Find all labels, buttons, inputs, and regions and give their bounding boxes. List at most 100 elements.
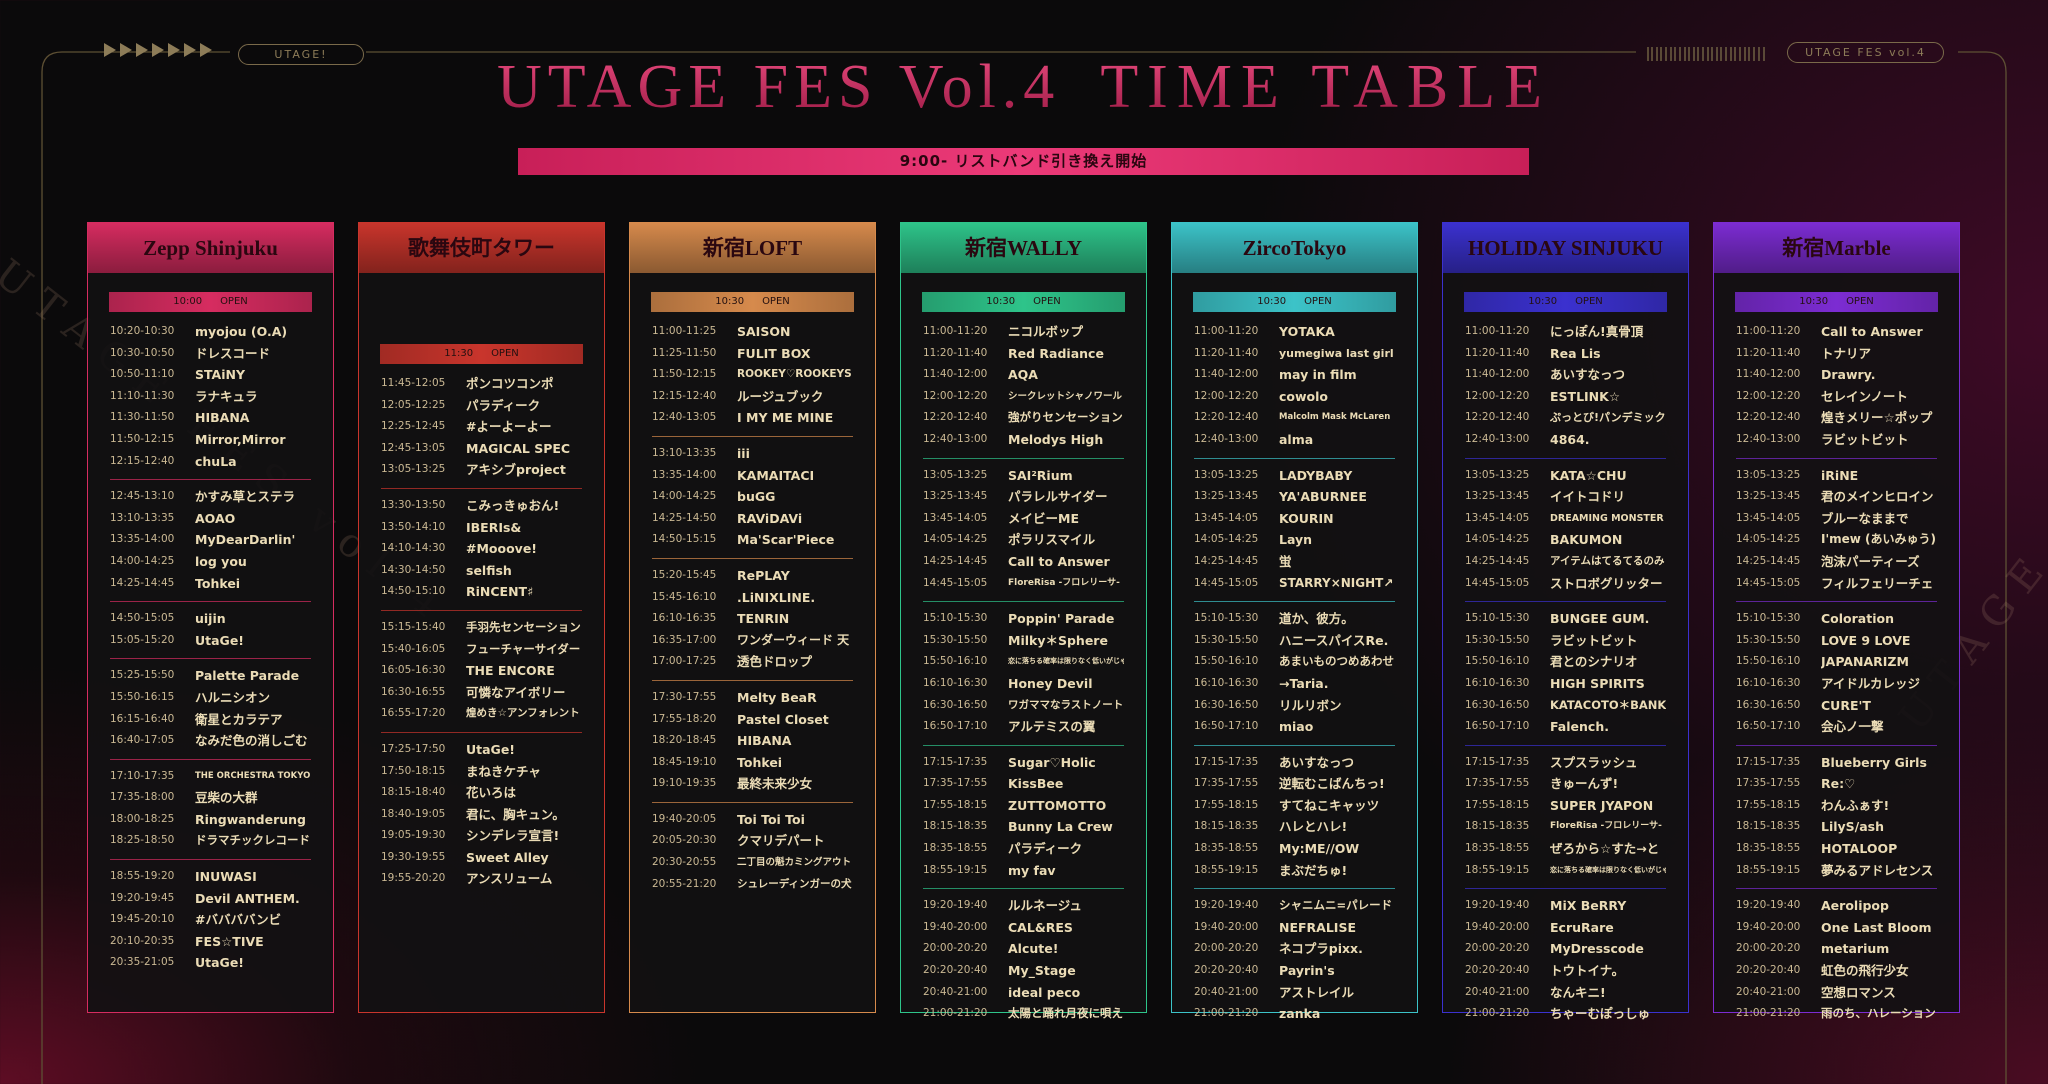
slot: 17:15-17:35 Blueberry Girls <box>1736 752 1937 774</box>
slot-act: IBERIs& <box>466 519 522 535</box>
slot-act: ぷっとび!パンデミック <box>1550 411 1666 425</box>
slot-act: 雨のち、ハレーション <box>1821 1006 1936 1021</box>
slot-act: なんキニ! <box>1550 984 1606 1000</box>
slot: 21:00-21:20 zanka <box>1194 1003 1395 1025</box>
slot-act: YA'ABURNEE <box>1279 489 1367 505</box>
slot: 14:45-15:05 FloreRisa -フロレリーサ- <box>923 573 1124 595</box>
slot-time: 20:00-20:20 <box>923 942 988 955</box>
slot-group: 11:00-11:20 YOTAKA 11:20-11:40 yumegiwa las… <box>1194 321 1395 451</box>
slot-group: 15:10-15:30 Coloration 15:30-15:50 LOVE 9 L… <box>1736 601 1937 738</box>
slot-time: 19:40-20:00 <box>923 920 988 933</box>
slot-time: 18:55-19:15 <box>1194 863 1259 876</box>
slot-act: 4864. <box>1550 431 1590 447</box>
slot-group: 17:15-17:35 スプスラッシュ 17:35-17:55 きゅーんず! 17:55… <box>1465 744 1666 882</box>
open-bar: 10:30 OPEN <box>651 292 854 312</box>
slot-time: 11:10-11:30 <box>110 389 175 402</box>
slot: 20:20-20:40 トウトイナ。 <box>1465 960 1666 982</box>
slot-time: 19:05-19:30 <box>381 829 446 842</box>
open-label: OPEN <box>491 348 519 359</box>
slot-act: 君とのシナリオ <box>1550 654 1638 670</box>
slot-time: 12:00-12:20 <box>1194 389 1259 402</box>
slot-time: 17:35-17:55 <box>1194 777 1259 790</box>
slot-time: 17:30-17:55 <box>652 690 717 703</box>
slot-act: 衛星とカラテア <box>195 711 283 727</box>
slot: 16:05-16:30 THE ENCORE <box>381 660 582 682</box>
slot: 16:50-17:10 会心ノ一撃 <box>1736 716 1937 738</box>
slot-group: 17:10-17:35 THE ORCHESTRA TOKYO 17:35-18:0… <box>110 758 311 852</box>
slot-act: 君に、胸キュン。 <box>466 806 565 822</box>
slot: 14:45-15:05 フィルフェリーチェ <box>1736 573 1937 595</box>
slot-act: ワガママなラストノート <box>1008 698 1124 711</box>
slot-act: ポンコツコンポ <box>466 376 554 391</box>
slot: 11:40-12:00 AQA <box>923 364 1124 386</box>
slot-time: 20:00-20:20 <box>1736 942 1801 955</box>
slot: 11:50-12:15 Mirror,Mirror <box>110 429 311 451</box>
slot-time: 16:15-16:40 <box>110 712 175 725</box>
open-time: 10:30 <box>1528 296 1558 307</box>
slot: 11:25-11:50 FULIT BOX <box>652 343 853 365</box>
slot: 13:10-13:35 iii <box>652 443 853 465</box>
slot-time: 19:10-19:35 <box>652 777 717 790</box>
slot: 12:45-13:10 かすみ草とステラ <box>110 486 311 508</box>
slot-act: Coloration <box>1821 611 1894 627</box>
slot-group: 19:20-19:40 シャニムニ=パレード 19:40-20:00 NEFRALIS… <box>1194 888 1395 1025</box>
slot-time: 12:15-12:40 <box>110 454 175 467</box>
slot-act: FULIT BOX <box>737 345 811 361</box>
slot: 19:40-20:00 NEFRALISE <box>1194 917 1395 939</box>
slot-group: 11:00-11:20 ニコルボップ 11:20-11:40 Red Radiance… <box>923 321 1124 451</box>
slot-time: 15:30-15:50 <box>1736 633 1801 646</box>
slot: 13:35-14:00 KAMAITACI <box>652 465 853 487</box>
slot-act: metarium <box>1821 941 1890 957</box>
slot-act: YOTAKA <box>1279 324 1335 339</box>
slot-act: アイテムはてるてるのみ <box>1550 554 1665 567</box>
slot: 16:30-16:55 可憐なアイボリー <box>381 682 582 704</box>
slot-time: 20:00-20:20 <box>1465 942 1530 955</box>
slot: 18:55-19:15 夢みるアドレセンス <box>1736 860 1937 882</box>
slot-time: 17:35-17:55 <box>923 777 988 790</box>
slot: 15:30-15:50 Milky＊Sphere <box>923 630 1124 652</box>
slot-act: パラディーク <box>466 397 541 413</box>
slot-time: 16:50-17:10 <box>1736 720 1801 733</box>
slot: 14:25-14:45 アイテムはてるてるのみ <box>1465 551 1666 573</box>
slot: 15:45-16:10 .LiNIXLINE. <box>652 587 853 609</box>
slot: 12:45-13:05 MAGICAL SPEC <box>381 438 582 460</box>
slot-time: 14:50-15:10 <box>381 585 446 598</box>
venue-column: 新宿LOFT 10:30 OPEN 11:00-11:25 SAISON 11:25-11… <box>629 222 876 1013</box>
slot-act: 透色ドロップ <box>737 654 813 670</box>
slot-act: イイトコドリ <box>1550 489 1626 505</box>
slot-group: 11:00-11:20 Call to Answer 11:20-11:40 トナリア… <box>1736 321 1937 451</box>
slot: 15:05-15:20 UtaGe! <box>110 630 311 652</box>
slot-act: シンデレラ宣言! <box>466 828 560 844</box>
slot: 20:55-21:20 シュレーディンガーの犬 <box>652 874 853 896</box>
slot: 11:10-11:30 ラナキュラ <box>110 386 311 408</box>
slot-time: 15:50-16:10 <box>1194 655 1259 668</box>
slot-act: ラビットビット <box>1821 431 1909 447</box>
slot: 20:00-20:20 Alcute! <box>923 938 1124 960</box>
slot: 12:40-13:00 ラビットビット <box>1736 429 1937 451</box>
slot-act: ZUTTOMOTTO <box>1008 797 1107 813</box>
slot-act: ラナキュラ <box>195 388 258 404</box>
slot-act: わんふぁす! <box>1821 797 1890 813</box>
slot-act: KATA☆CHU <box>1550 467 1627 483</box>
slot: 20:20-20:40 Payrin's <box>1194 960 1395 982</box>
slot-act: I'mew (あいみゅう) <box>1821 532 1937 547</box>
slot-act: Layn <box>1279 532 1313 548</box>
slot-time: 12:15-12:40 <box>652 389 717 402</box>
slot: 17:50-18:15 まねきケチャ <box>381 761 582 783</box>
open-time: 10:00 <box>173 296 203 307</box>
slot-time: 14:05-14:25 <box>1736 533 1801 546</box>
slot-act: Tohkei <box>195 575 241 591</box>
slot: 16:15-16:40 衛星とカラテア <box>110 709 311 731</box>
slot-act: AOAO <box>195 510 236 526</box>
slot-act: UtaGe! <box>466 741 515 757</box>
slot-time: 16:10-16:30 <box>923 676 988 689</box>
slot-group: 13:10-13:35 iii 13:35-14:00 KAMAITACI 14:00-… <box>652 435 853 551</box>
slot-time: 17:15-17:35 <box>1736 755 1801 768</box>
slot-time: 11:20-11:40 <box>1736 346 1801 359</box>
slot-act: 会心ノ一撃 <box>1821 719 1884 735</box>
venue-name: 新宿Marble <box>1714 223 1959 273</box>
slot: 16:10-16:30 Honey Devil <box>923 673 1124 695</box>
slot: 15:50-16:10 あまいものつめあわせ <box>1194 651 1395 673</box>
slot-time: 16:40-17:05 <box>110 734 175 747</box>
slot: 20:00-20:20 MyDresscode <box>1465 938 1666 960</box>
